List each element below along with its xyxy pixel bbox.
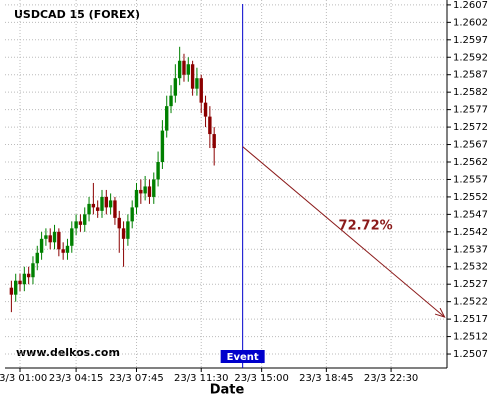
y-tick-label: 1.2582 <box>453 87 488 98</box>
candle-body <box>91 203 96 208</box>
candle-body <box>147 186 152 197</box>
candle-body <box>152 179 156 197</box>
candle-body <box>104 196 109 208</box>
y-tick-label: 1.2587 <box>453 70 488 81</box>
y-tick-label: 1.2597 <box>453 35 488 46</box>
candle-body <box>203 102 208 117</box>
x-tick-label: 23/3 22:30 <box>364 373 418 384</box>
candle-body <box>173 78 178 96</box>
candle-body <box>108 200 113 208</box>
candle-body <box>143 186 147 194</box>
candle-body <box>130 207 134 222</box>
candle-body <box>35 252 39 264</box>
forecast-label: 72.72% <box>339 218 393 233</box>
candle-body <box>39 238 44 253</box>
y-tick-label: 1.2607 <box>453 0 488 11</box>
y-tick-label: 1.2537 <box>453 244 488 255</box>
event-box <box>220 350 265 363</box>
candle-body <box>65 245 70 253</box>
x-tick-label: 23/3 04:15 <box>49 373 103 384</box>
candle-body <box>87 203 91 215</box>
candle-body <box>83 214 87 225</box>
candle-body <box>186 64 190 75</box>
candle-body <box>61 249 65 253</box>
y-tick-label: 1.2512 <box>453 332 488 343</box>
arrow-head <box>434 307 446 318</box>
y-tick-label: 1.2592 <box>453 52 488 63</box>
watermark: www.delkos.com <box>16 346 120 359</box>
candle-body <box>52 231 57 243</box>
candle-body <box>100 196 104 211</box>
candle-body <box>117 217 121 229</box>
candle-body <box>195 78 199 89</box>
x-tick-label: 23/3 11:30 <box>174 373 228 384</box>
candle-body <box>208 116 212 135</box>
y-tick-label: 1.2527 <box>453 279 488 290</box>
candle-body <box>95 207 100 211</box>
x-tick-label: 23/3 07:45 <box>109 373 163 384</box>
candle-body <box>165 106 169 131</box>
candle-body <box>121 228 126 239</box>
y-tick-label: 1.2517 <box>453 314 488 325</box>
candle-body <box>139 189 143 194</box>
y-tick-label: 1.2532 <box>453 262 488 273</box>
y-tick-label: 1.2547 <box>453 209 488 220</box>
candle-body <box>9 287 14 295</box>
candle-body <box>169 95 173 107</box>
candle-body <box>199 78 203 103</box>
event-label: Event <box>227 352 259 363</box>
candle-body <box>74 221 78 229</box>
y-tick-label: 1.2507 <box>453 349 488 360</box>
candle-body <box>18 280 22 285</box>
x-axis-label: Date <box>210 383 245 398</box>
forecast-arrow <box>242 146 445 318</box>
y-tick-label: 1.2567 <box>453 140 488 151</box>
candle-body <box>78 221 83 225</box>
y-tick-label: 1.2552 <box>453 192 488 203</box>
y-tick-label: 1.2602 <box>453 17 488 28</box>
candle-body <box>70 228 74 246</box>
candle-body <box>156 162 160 180</box>
candle-body <box>48 235 52 243</box>
candle-body <box>134 189 139 208</box>
candle-body <box>212 134 216 149</box>
candle-body <box>182 60 186 75</box>
y-tick-label: 1.2542 <box>453 227 488 238</box>
y-tick-label: 1.2577 <box>453 105 488 116</box>
y-tick-label: 1.2557 <box>453 174 488 185</box>
candle-body <box>57 231 61 250</box>
candle-body <box>113 200 117 218</box>
candle-body <box>22 273 27 285</box>
y-tick-label: 1.2562 <box>453 157 488 168</box>
chart-title: USDCAD 15 (FOREX) <box>14 8 140 21</box>
candle-body <box>14 280 18 295</box>
candle-body <box>160 130 165 163</box>
x-tick-label: 23/3 18:45 <box>299 373 353 384</box>
x-tick-label: 23/3 01:00 <box>0 373 47 384</box>
candle-body <box>190 64 195 89</box>
candle-body <box>31 263 35 278</box>
y-tick-label: 1.2522 <box>453 297 488 308</box>
candle-body <box>44 235 48 239</box>
candle-body <box>177 60 182 79</box>
y-tick-label: 1.2572 <box>453 122 488 133</box>
candle-body <box>126 221 130 239</box>
x-tick-label: 23/3 15:00 <box>234 373 288 384</box>
candle-body <box>26 273 31 278</box>
